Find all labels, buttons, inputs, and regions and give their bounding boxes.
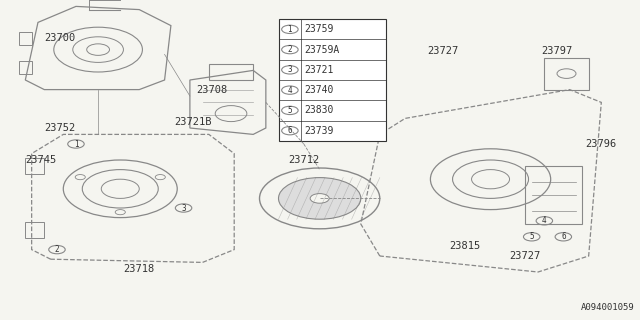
Text: 3: 3 — [181, 204, 186, 212]
Text: 3: 3 — [287, 65, 292, 74]
Text: 23796: 23796 — [586, 139, 617, 149]
Bar — [545, 58, 589, 90]
Circle shape — [278, 178, 361, 219]
Bar — [19, 61, 31, 74]
Text: 23759: 23759 — [304, 24, 333, 34]
Text: 4: 4 — [542, 216, 547, 225]
Text: 23797: 23797 — [541, 46, 573, 56]
Bar — [525, 166, 582, 224]
Text: 23721: 23721 — [304, 65, 333, 75]
Text: 6: 6 — [287, 126, 292, 135]
Bar — [19, 32, 31, 45]
Text: 23759A: 23759A — [304, 44, 339, 55]
Text: 23745: 23745 — [26, 155, 57, 165]
Text: 23727: 23727 — [509, 251, 541, 261]
Text: 23708: 23708 — [196, 84, 228, 95]
Text: 5: 5 — [529, 232, 534, 241]
Text: 6: 6 — [561, 232, 566, 241]
Text: 23752: 23752 — [45, 123, 76, 133]
Text: 23830: 23830 — [304, 105, 333, 116]
Text: 4: 4 — [287, 86, 292, 95]
Text: 1: 1 — [287, 25, 292, 34]
Text: 23739: 23739 — [304, 126, 333, 136]
Text: 23700: 23700 — [45, 33, 76, 44]
Text: 23727: 23727 — [428, 46, 459, 56]
Bar — [26, 222, 44, 238]
Text: 23721B: 23721B — [174, 116, 212, 127]
Text: 23718: 23718 — [124, 264, 155, 274]
Text: 5: 5 — [287, 106, 292, 115]
Text: 2: 2 — [287, 45, 292, 54]
Bar — [278, 19, 386, 141]
Text: 23712: 23712 — [288, 155, 319, 165]
Bar — [26, 158, 44, 174]
Text: 2: 2 — [54, 245, 60, 254]
Text: 23740: 23740 — [304, 85, 333, 95]
Text: 1: 1 — [74, 140, 78, 148]
Circle shape — [310, 194, 329, 203]
Text: 23815: 23815 — [450, 241, 481, 252]
Bar — [209, 64, 253, 80]
Text: A094001059: A094001059 — [580, 303, 634, 312]
